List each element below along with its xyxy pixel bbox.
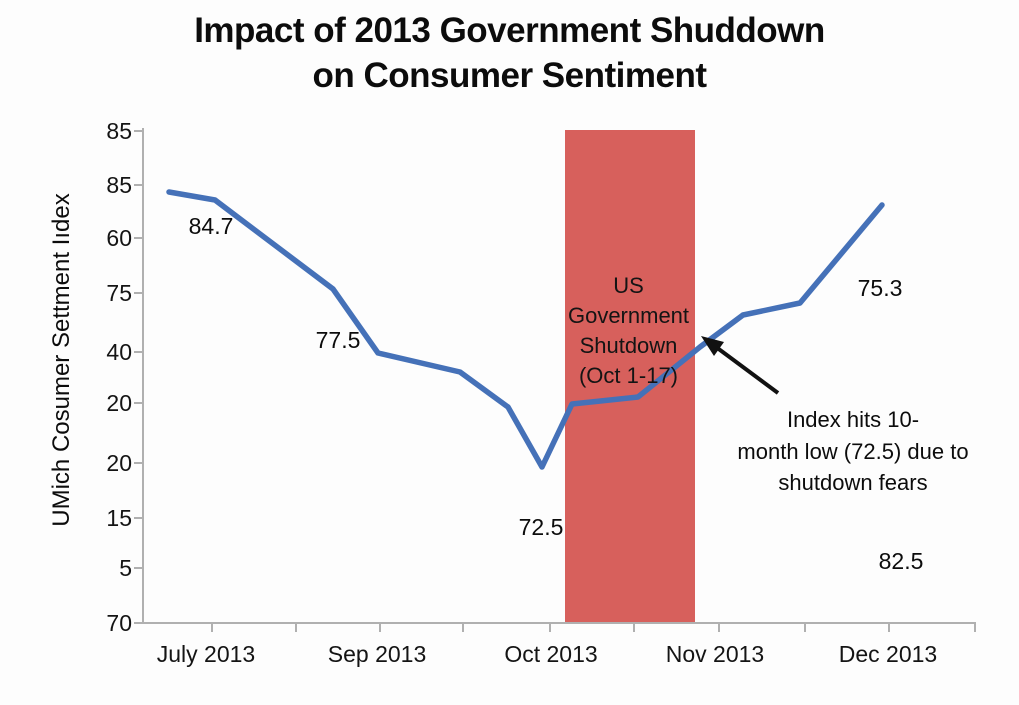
y-tick-label: 15 <box>106 505 132 531</box>
chart-title-line-2: on Consumer Sentiment <box>312 56 707 95</box>
x-tick-label: Oct 2013 <box>504 641 598 667</box>
shutdown-band-label-line: Shutdown <box>579 333 678 358</box>
shutdown-band <box>565 130 695 623</box>
y-tick-label: 40 <box>106 339 132 365</box>
y-tick-label: 5 <box>119 555 132 581</box>
y-tick-label: 85 <box>106 118 132 144</box>
y-tick-label: 75 <box>106 280 132 306</box>
data-label: 77.5 <box>315 327 361 353</box>
x-tick-label: July 2013 <box>156 641 256 667</box>
chart-title-line-1: Impact of 2013 Government Shuddown <box>194 11 825 50</box>
shutdown-band-label-line: Government <box>567 303 690 328</box>
x-tick-label: Sep 2013 <box>327 641 427 667</box>
y-tick-label: 70 <box>106 610 132 636</box>
annotation-text-line: Index hits 10- <box>786 407 920 432</box>
x-tick-label: Nov 2013 <box>665 641 765 667</box>
data-label: 82.5 <box>878 548 924 574</box>
annotation-text-line: month low (72.5) due to <box>737 438 969 464</box>
y-tick-label: 60 <box>106 225 132 251</box>
y-tick-label: 20 <box>106 390 132 416</box>
shutdown-band-label: US Government Shutdown (Oct 1-17) <box>551 271 706 391</box>
annotation-text: Index hits 10- month low (72.5) due to s… <box>703 404 1003 499</box>
data-label: 75.3 <box>857 275 903 301</box>
x-tick-marks <box>211 623 976 632</box>
x-tick-label: Dec 2013 <box>838 641 938 667</box>
shutdown-band-label-line: US <box>613 273 644 298</box>
y-tick-label: 20 <box>106 450 132 476</box>
y-tick-marks <box>134 130 143 624</box>
chart-title: Impact of 2013 Government Shuddown on Co… <box>0 8 1019 98</box>
annotation-text-line: shutdown fears <box>778 470 928 495</box>
annotation-arrow-line <box>714 345 780 395</box>
data-label: 84.7 <box>188 213 234 239</box>
annotation-arrowhead-icon <box>701 336 724 356</box>
sentiment-line <box>166 189 885 470</box>
shutdown-band-label-line: (Oct 1-17) <box>578 363 679 388</box>
data-label: 72.5 <box>518 514 564 540</box>
y-tick-label: 85 <box>106 172 132 198</box>
